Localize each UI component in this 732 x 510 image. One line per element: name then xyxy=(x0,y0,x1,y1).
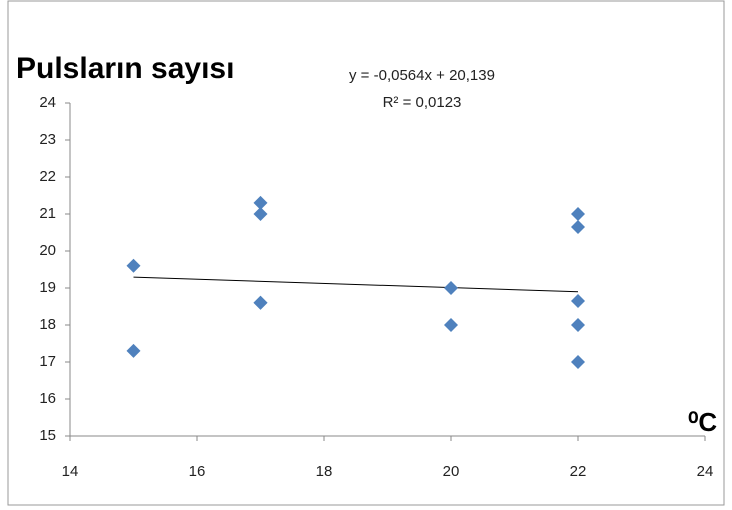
x-tick-label: 22 xyxy=(570,463,587,480)
trendline xyxy=(133,276,579,293)
point xyxy=(253,195,268,210)
chart-title: Pulsların sayısı xyxy=(16,52,234,85)
chart-border xyxy=(7,0,725,506)
point xyxy=(571,318,585,332)
trendline-equation: y = -0,0564x + 20,139 xyxy=(349,67,495,84)
y-tick-label: 17 xyxy=(39,353,56,370)
y-tick-label: 19 xyxy=(39,279,56,296)
x-tick-label: 16 xyxy=(189,463,206,480)
y-tick-label: 15 xyxy=(39,427,56,444)
point xyxy=(571,293,585,308)
point xyxy=(571,219,585,234)
point xyxy=(253,295,268,310)
y-tick-label: 23 xyxy=(39,131,56,148)
y-tick-label: 21 xyxy=(39,205,56,222)
point xyxy=(444,281,458,295)
trendline-r2: R² = 0,0123 xyxy=(383,94,462,111)
y-tick-label: 18 xyxy=(39,316,56,333)
point xyxy=(571,207,585,221)
point xyxy=(126,343,141,358)
point xyxy=(126,258,141,273)
x-tick-label: 14 xyxy=(62,463,79,480)
x-tick-label: 24 xyxy=(697,463,714,480)
point xyxy=(253,207,268,221)
y-tick-label: 16 xyxy=(39,390,56,407)
y-tick-label: 24 xyxy=(39,94,56,111)
x-axis-label: ⁰C xyxy=(688,407,717,437)
y-tick-label: 20 xyxy=(39,242,56,259)
x-tick-label: 18 xyxy=(316,463,333,480)
y-tick-label: 22 xyxy=(39,168,56,185)
point xyxy=(571,355,585,369)
x-tick-label: 20 xyxy=(443,463,460,480)
point xyxy=(444,318,458,332)
